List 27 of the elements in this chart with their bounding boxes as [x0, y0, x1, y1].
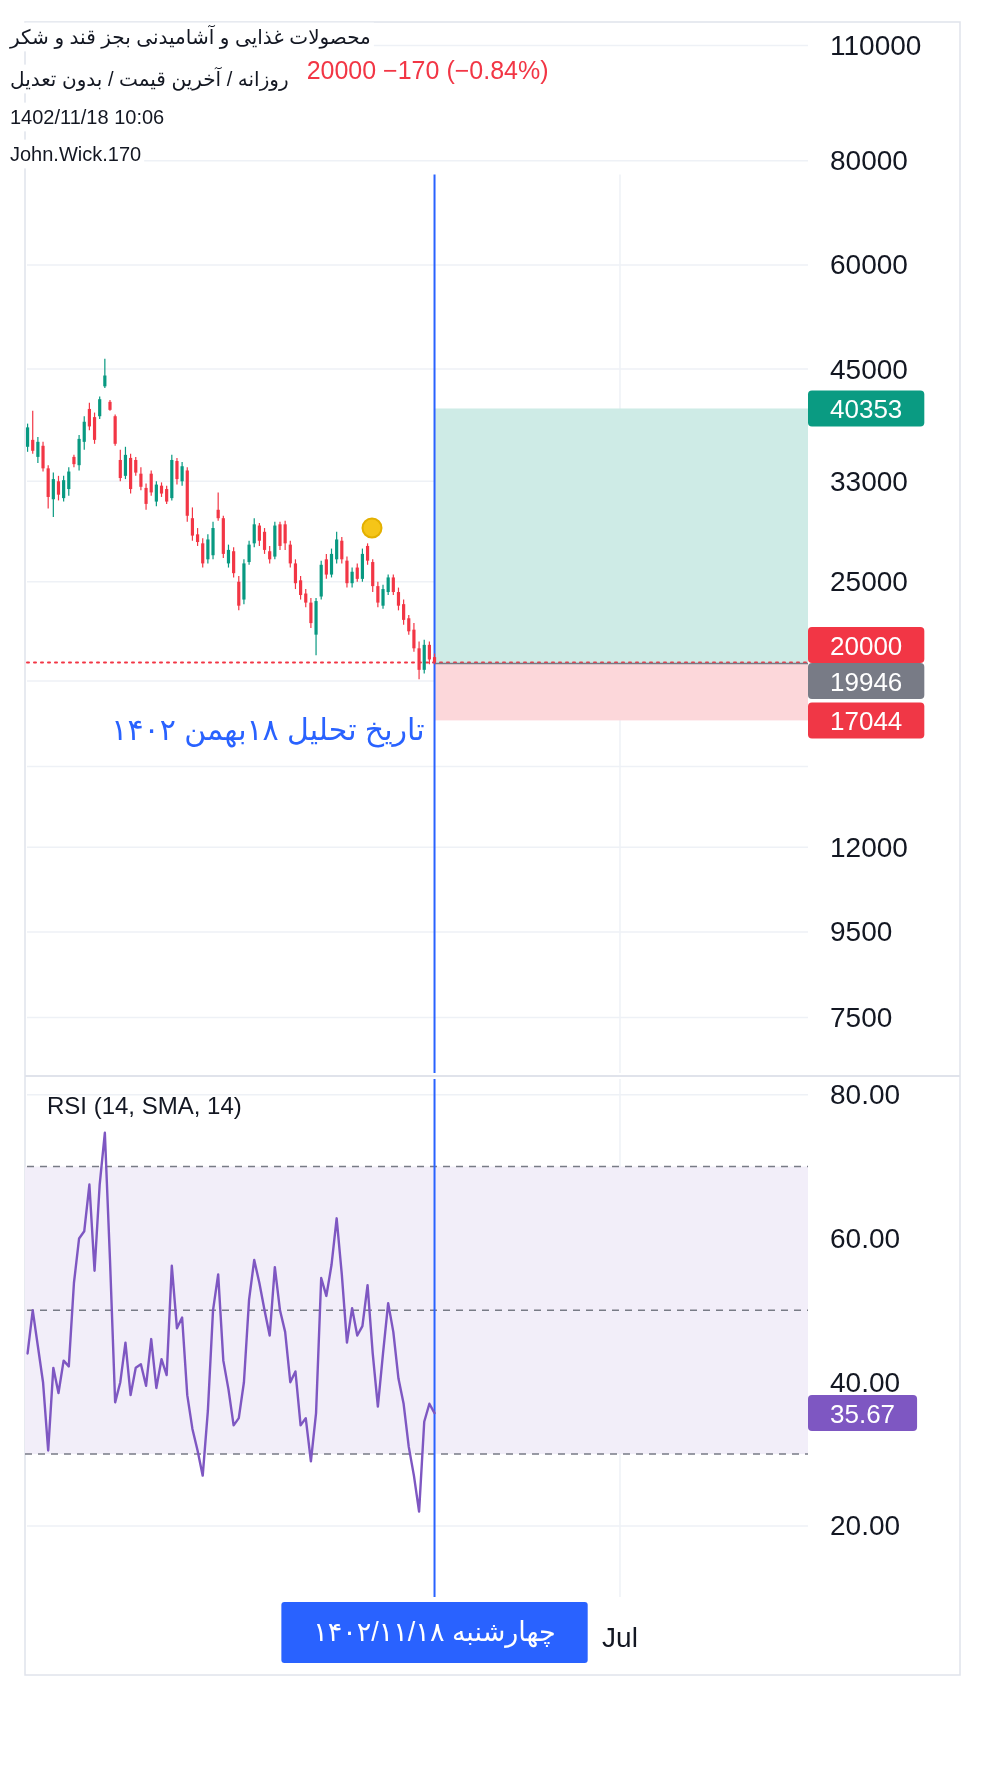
ref-line-label: 20000 [830, 631, 903, 661]
annotation: John.Wick.170 [10, 143, 142, 165]
y-tick-label: 80000 [830, 145, 908, 177]
annotation: 20000 −170 (−0.84%) [306, 56, 549, 84]
ref-line-label: 19946 [830, 667, 903, 697]
annotation: 1402/11/18 10:06 [10, 106, 165, 128]
y-tick-label: 12000 [830, 831, 908, 863]
y-tick-label: 20.00 [830, 1510, 901, 1542]
y-tick-label: 9500 [830, 916, 893, 948]
y-tick-label: 25000 [830, 566, 908, 598]
band-label: 40353 [830, 394, 903, 425]
annotation: تاریخ تحلیل ۱۸بهمن ۱۴۰۲ [111, 713, 425, 749]
y-tick-label: 60000 [830, 249, 908, 281]
chart-title: محصولات غذایی و آشامیدنی بجز قند و شکر [9, 24, 371, 49]
text: روزانه / آخرین قیمت / بدون تعدیل [10, 66, 289, 91]
y-tick-label: 110000 [830, 30, 922, 62]
y-tick-label: 40.00 [830, 1366, 901, 1398]
y-tick-label: 33000 [830, 465, 908, 497]
band-label: 17044 [830, 706, 903, 737]
x-tick-label: چهارشنبه ۱۴۰۲/۱۱/۱۸ [313, 1616, 556, 1648]
y-tick-label: 60.00 [830, 1222, 901, 1254]
y-tick-label: 7500 [830, 1001, 893, 1033]
text: RSI (14, SMA, 14) [47, 1091, 242, 1119]
x-tick-label: Jul [602, 1622, 638, 1653]
y-tick-label: 80.00 [830, 1079, 901, 1111]
text: 35.67 [830, 1399, 896, 1430]
y-tick-label: 45000 [830, 353, 908, 385]
